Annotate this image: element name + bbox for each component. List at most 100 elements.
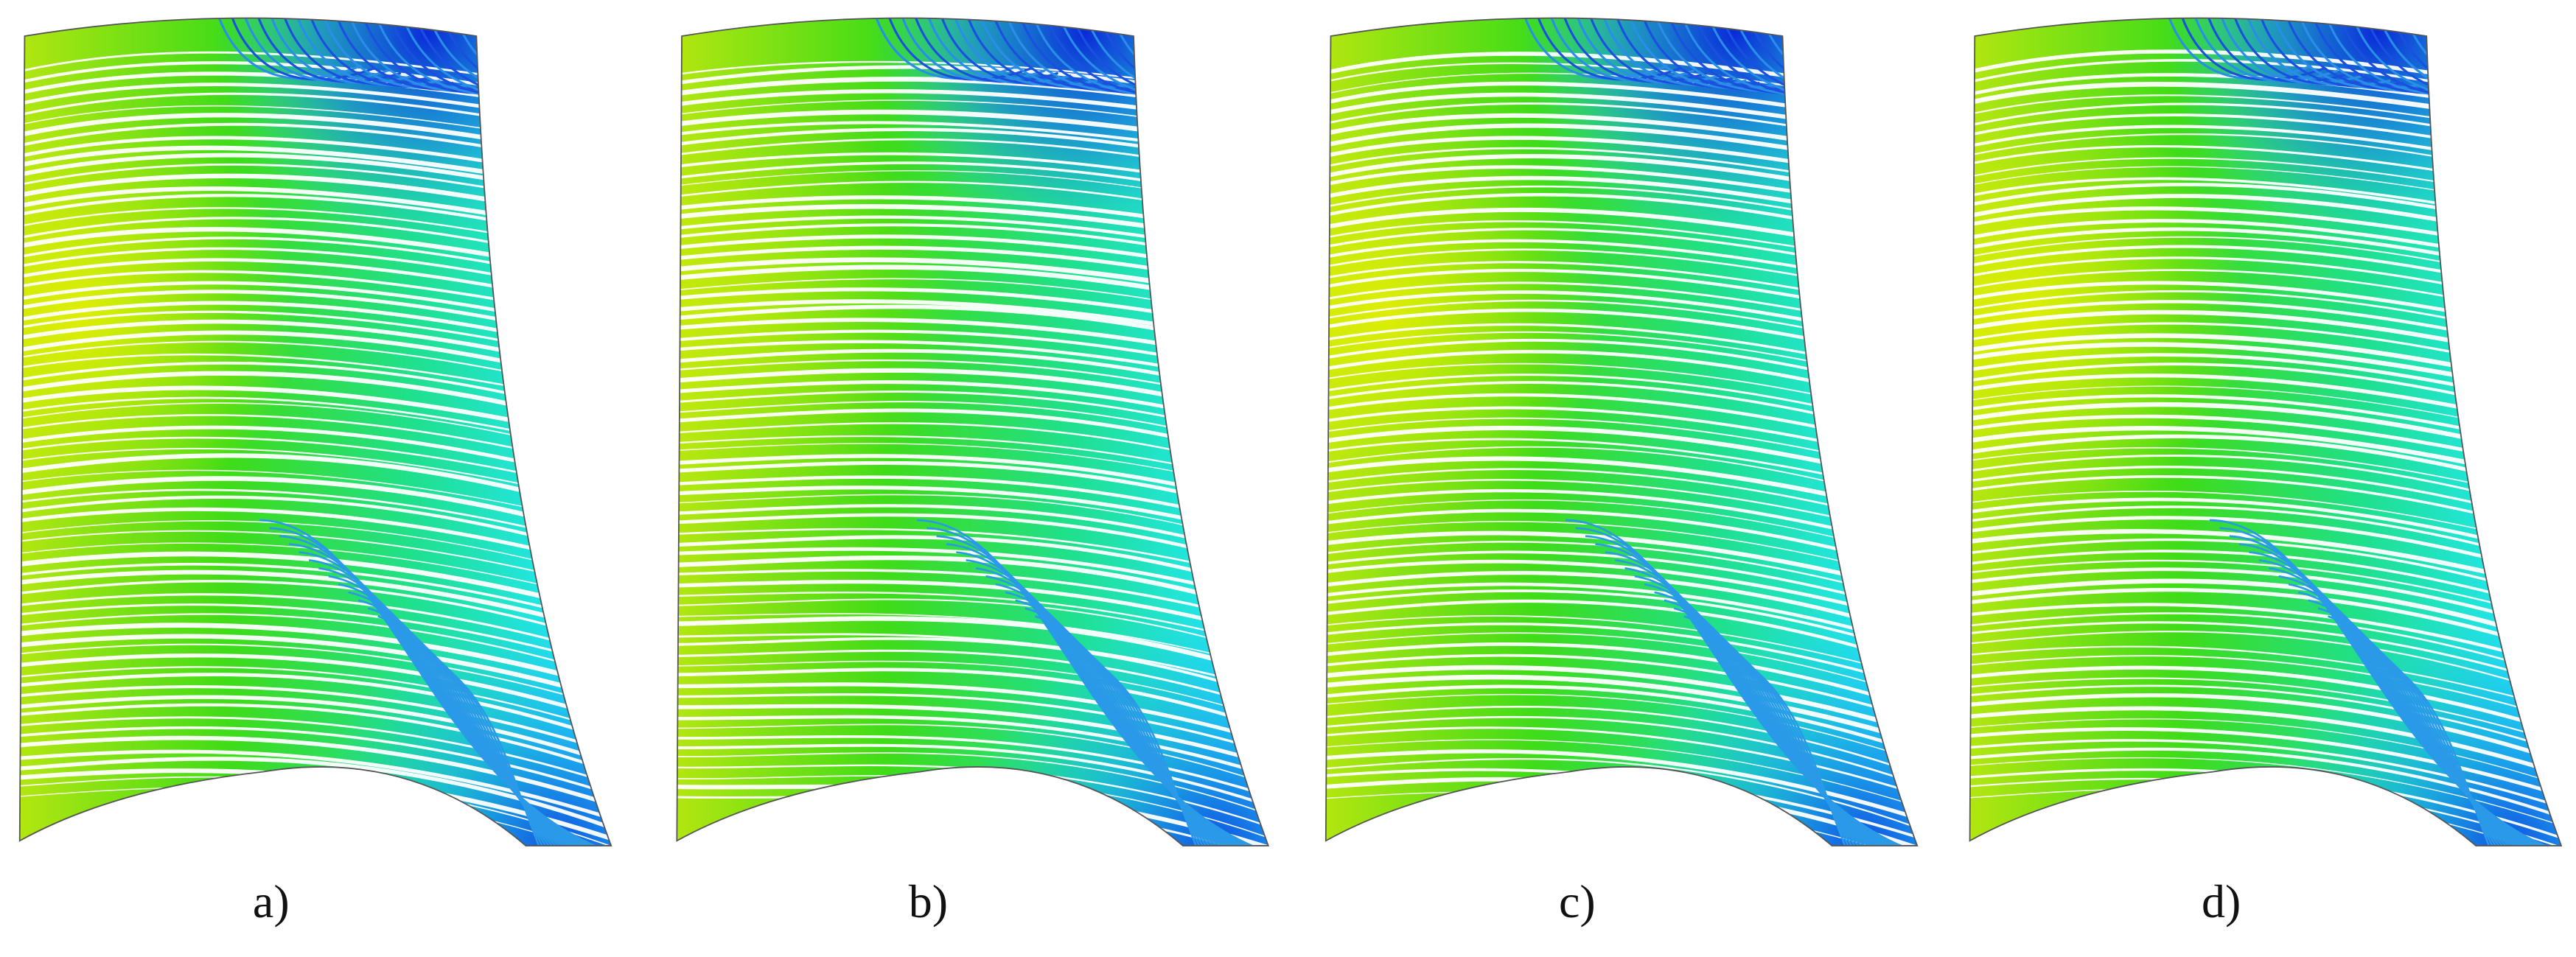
- streamline-top: [1768, 18, 1918, 114]
- streamline: [1969, 718, 2562, 796]
- streamline: [677, 633, 1268, 699]
- streamline: [19, 579, 612, 654]
- streamline: [19, 703, 612, 783]
- streamline-top: [2412, 18, 2562, 114]
- streamline-panel: [1324, 17, 1919, 846]
- streamline: [677, 752, 1268, 826]
- streamline: [19, 673, 612, 752]
- panel-content: [19, 18, 612, 846]
- streamline: [1325, 693, 1918, 771]
- streamline: [19, 563, 612, 634]
- streamline: [1325, 521, 1918, 589]
- streamline: [1969, 621, 2562, 697]
- streamline-top: [1532, 18, 1681, 81]
- streamline: [1969, 588, 2562, 665]
- streamline: [1325, 615, 1918, 687]
- streamline: [1325, 642, 1918, 720]
- streamline: [677, 660, 1268, 729]
- streamline: [19, 757, 612, 841]
- panel-content: [677, 18, 1268, 846]
- streamline: [677, 715, 1268, 787]
- streamline: [19, 520, 612, 589]
- streamline: [19, 569, 612, 644]
- panel-label: b): [909, 875, 948, 928]
- streamline: [1325, 589, 1918, 665]
- streamline: [19, 530, 612, 598]
- streamline: [1969, 706, 2562, 786]
- streamline: [1325, 582, 1918, 656]
- streamline: [1325, 599, 1918, 676]
- streamline: [19, 643, 612, 718]
- streamline: [677, 637, 1268, 708]
- streamline: [19, 716, 612, 794]
- streamline: [677, 613, 1268, 677]
- streamline: [1969, 757, 2562, 836]
- streamline: [1969, 538, 2562, 611]
- streamline: [1325, 674, 1918, 753]
- streamline: [1325, 653, 1918, 730]
- streamline: [19, 685, 612, 763]
- streamline-fan: [916, 519, 1253, 846]
- streamline: [677, 704, 1268, 775]
- streamline: [19, 735, 612, 816]
- streamline: [677, 667, 1268, 740]
- streamline: [1325, 739, 1918, 817]
- panel-outline: [676, 17, 1270, 846]
- streamline: [1969, 747, 2562, 829]
- streamline: [677, 555, 1268, 624]
- streamline: [1969, 529, 2562, 600]
- streamline: [1969, 693, 2562, 774]
- streamline: [1969, 727, 2562, 806]
- streamline: [677, 723, 1268, 796]
- panel-content: [1325, 18, 1918, 846]
- streamline: [677, 649, 1268, 720]
- streamline: [1969, 677, 2562, 753]
- streamline: [19, 666, 612, 743]
- streamline: [677, 693, 1268, 763]
- field-bottom: [1969, 18, 2562, 846]
- panel-outline: [1969, 17, 2563, 846]
- panel-label: c): [1559, 875, 1596, 928]
- streamline: [1325, 550, 1918, 623]
- streamline: [677, 547, 1268, 611]
- streamline: [1325, 559, 1918, 632]
- panel-outline: [18, 17, 612, 846]
- streamline: [19, 542, 612, 611]
- streamline: [1969, 612, 2562, 688]
- streamline: [1325, 570, 1918, 646]
- streamline: [1969, 567, 2562, 642]
- streamline: [1325, 749, 1918, 830]
- streamline-top: [212, 18, 362, 80]
- streamline: [1325, 684, 1918, 764]
- panel-label: a): [253, 875, 290, 928]
- streamline: [677, 682, 1268, 753]
- streamline-top: [226, 18, 375, 81]
- streamline: [1325, 726, 1918, 805]
- streamline: [677, 735, 1268, 807]
- streamline: [1325, 757, 1918, 840]
- panel-outline: [1324, 17, 1919, 846]
- streamline: [1969, 559, 2562, 632]
- streamline: [677, 764, 1268, 838]
- streamline-top: [462, 18, 612, 114]
- streamline: [1325, 705, 1918, 785]
- streamline: [1325, 632, 1918, 707]
- streamline: [19, 603, 612, 676]
- panel-content: [1969, 18, 2562, 846]
- streamline-top: [1518, 18, 1669, 80]
- streamline-top: [882, 18, 1033, 81]
- streamline-fan: [259, 519, 596, 846]
- streamline: [1325, 665, 1918, 743]
- streamline-panel: [1969, 17, 2563, 846]
- streamline: [19, 726, 612, 805]
- streamline: [1969, 603, 2562, 677]
- streamline: [1969, 631, 2562, 707]
- streamline-fan: [2209, 519, 2546, 846]
- streamline: [19, 634, 612, 710]
- streamline-top: [2215, 18, 2364, 84]
- streamline: [677, 592, 1268, 656]
- streamline: [19, 551, 612, 625]
- streamline-top: [922, 18, 1072, 84]
- streamline-panel: [676, 17, 1270, 846]
